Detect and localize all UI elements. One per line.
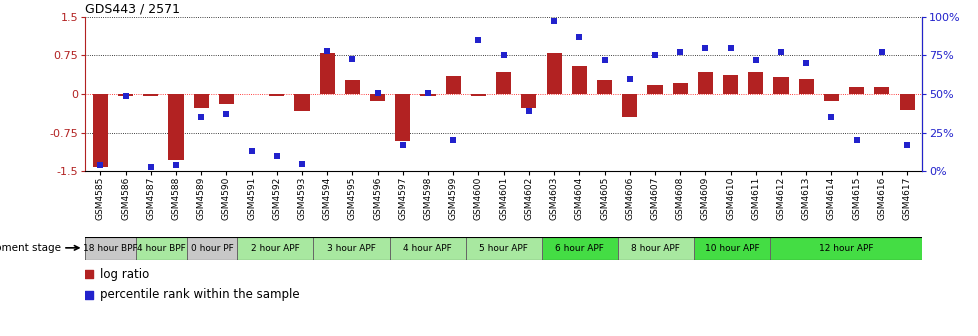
Bar [445,76,461,94]
Bar [85,237,136,260]
Text: 10 hour APF: 10 hour APF [704,244,759,253]
Point [168,163,184,168]
Bar [747,72,763,94]
Bar [143,94,158,96]
Bar [693,237,770,260]
Text: 5 hour APF: 5 hour APF [479,244,527,253]
Bar [218,94,234,104]
Bar [541,237,617,260]
Point [822,115,838,120]
Point [672,50,688,55]
Point [81,272,97,277]
Text: log ratio: log ratio [100,268,149,281]
Text: 2 hour APF: 2 hour APF [250,244,299,253]
Point [722,45,737,50]
Point [621,76,637,81]
Text: 4 hour APF: 4 hour APF [403,244,452,253]
Point [193,115,208,120]
Bar [320,53,334,94]
Text: 18 hour BPF: 18 hour BPF [83,244,138,253]
Bar [389,237,466,260]
Point [747,57,763,63]
Point [470,37,486,43]
Point [546,19,561,24]
Point [92,163,108,168]
Bar [421,94,435,96]
Bar [546,53,561,94]
Point [293,161,309,166]
Bar [194,94,208,108]
Point [873,50,889,55]
Text: 3 hour APF: 3 hour APF [327,244,376,253]
Point [899,142,914,148]
Bar [697,73,712,94]
Point [445,138,461,143]
Point [646,53,662,58]
Bar [798,79,813,94]
Bar [470,94,485,96]
Bar [117,94,133,96]
Point [269,153,285,159]
Bar [313,237,389,260]
Bar [269,94,284,96]
Point [344,56,360,61]
Bar [93,94,108,167]
Bar [773,77,788,94]
Point [394,142,410,148]
Bar [672,83,687,94]
Bar [521,94,536,108]
Bar [597,80,611,94]
Bar [496,73,511,94]
Point [81,292,97,297]
Bar [823,94,838,101]
Text: 6 hour APF: 6 hour APF [555,244,603,253]
Bar [136,237,187,260]
Bar [466,237,541,260]
Text: 8 hour APF: 8 hour APF [631,244,680,253]
Bar [848,87,864,94]
Point [773,50,788,55]
Text: 0 hour PF: 0 hour PF [191,244,233,253]
Point [495,53,511,58]
Bar [873,87,889,94]
Point [697,45,713,50]
Bar [723,75,737,94]
Bar [770,237,921,260]
Point [218,112,234,117]
Point [420,90,435,95]
Bar [395,94,410,141]
Bar [187,237,237,260]
Point [370,90,385,95]
Bar [244,93,259,94]
Point [143,164,158,169]
Text: development stage: development stage [0,243,62,253]
Point [597,57,612,63]
Bar [617,237,693,260]
Bar [344,80,360,94]
Text: 12 hour APF: 12 hour APF [818,244,872,253]
Bar [237,237,313,260]
Point [520,109,536,114]
Bar [294,94,309,111]
Point [244,149,259,154]
Point [571,34,587,40]
Bar [899,94,913,110]
Bar [571,66,586,94]
Point [319,48,334,53]
Text: GDS443 / 2571: GDS443 / 2571 [85,3,180,16]
Bar [168,94,183,160]
Bar [646,85,662,94]
Text: 4 hour BPF: 4 hour BPF [137,244,186,253]
Point [848,138,864,143]
Bar [622,94,637,117]
Text: percentile rank within the sample: percentile rank within the sample [100,288,299,301]
Point [798,60,814,66]
Point [117,93,133,98]
Bar [370,94,384,101]
